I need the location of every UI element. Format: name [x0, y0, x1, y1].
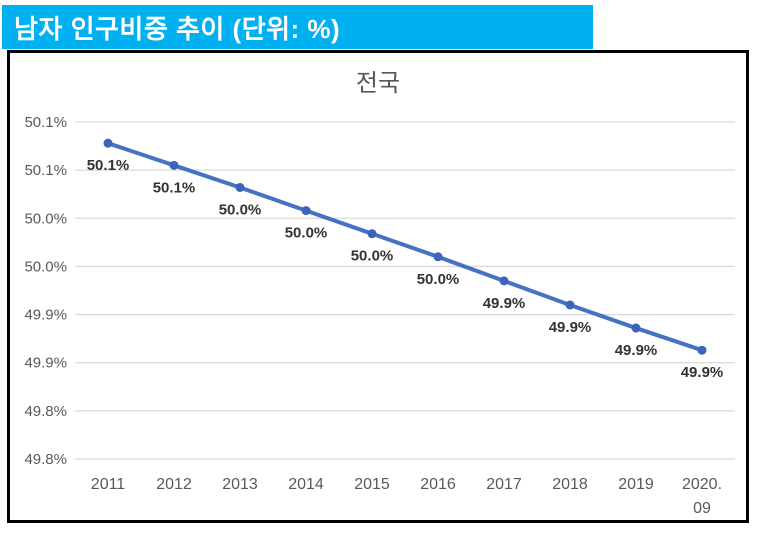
y-axis-tick-label: 50.0%: [24, 210, 67, 227]
data-point-marker: [433, 252, 443, 262]
x-axis-tick-label: 2016: [420, 476, 456, 493]
y-axis-tick-label: 49.8%: [24, 451, 67, 468]
data-label: 50.1%: [87, 157, 130, 174]
x-axis-tick-label: 09: [693, 500, 711, 517]
chart-container: 전국 50.1% 50.1% 50.0% 50.0% 49.9% 49.9% 49.8% 49…: [7, 50, 749, 523]
data-label: 50.0%: [351, 248, 394, 265]
data-point-marker: [367, 229, 377, 239]
data-label: 49.9%: [483, 295, 526, 312]
y-axis-tick-label: 50.1%: [24, 162, 67, 179]
line-chart: 50.1% 50.1% 50.0% 50.0% 49.9% 49.9% 49.8% 49.8%…: [24, 114, 735, 517]
x-axis-tick-label: 2015: [354, 476, 390, 493]
data-point-marker: [697, 345, 707, 355]
x-axis-tick-label: 2013: [222, 476, 258, 493]
x-axis-tick-label: 2020.: [682, 476, 722, 493]
y-axis-tick-label: 50.1%: [24, 114, 67, 131]
data-point-marker: [499, 276, 509, 286]
y-axis-tick-label: 49.9%: [24, 307, 67, 324]
data-point-marker: [235, 182, 245, 192]
data-label: 50.0%: [417, 271, 460, 288]
x-axis-tick-label: 2014: [288, 476, 324, 493]
data-line: [106, 141, 704, 353]
data-point-marker: [301, 206, 311, 216]
data-point-marker: [565, 300, 575, 310]
y-axis-tick-label: 49.8%: [24, 403, 67, 420]
x-axis-tick-label: 2012: [156, 476, 192, 493]
data-point-marker: [103, 138, 113, 148]
x-axis-tick-label: 2011: [91, 476, 126, 493]
x-axis-tick-label: 2017: [486, 476, 522, 493]
y-axis-tick-label: 49.9%: [24, 355, 67, 372]
x-axis-tick-label: 2018: [552, 476, 588, 493]
x-axis-tick-label: 2019: [618, 476, 654, 493]
y-axis-tick-label: 50.0%: [24, 258, 67, 275]
data-label: 49.9%: [549, 319, 592, 336]
data-label: 50.0%: [285, 225, 328, 242]
data-label: 50.1%: [153, 179, 196, 196]
report-title-bar: 남자 인구비중 추이 (단위: %): [2, 5, 593, 49]
data-label: 49.9%: [615, 342, 658, 359]
data-point-marker: [169, 160, 179, 170]
data-label: 50.0%: [219, 201, 262, 218]
report-title: 남자 인구비중 추이 (단위: %): [14, 13, 341, 44]
data-label: 49.9%: [681, 364, 724, 381]
data-point-marker: [631, 323, 641, 333]
